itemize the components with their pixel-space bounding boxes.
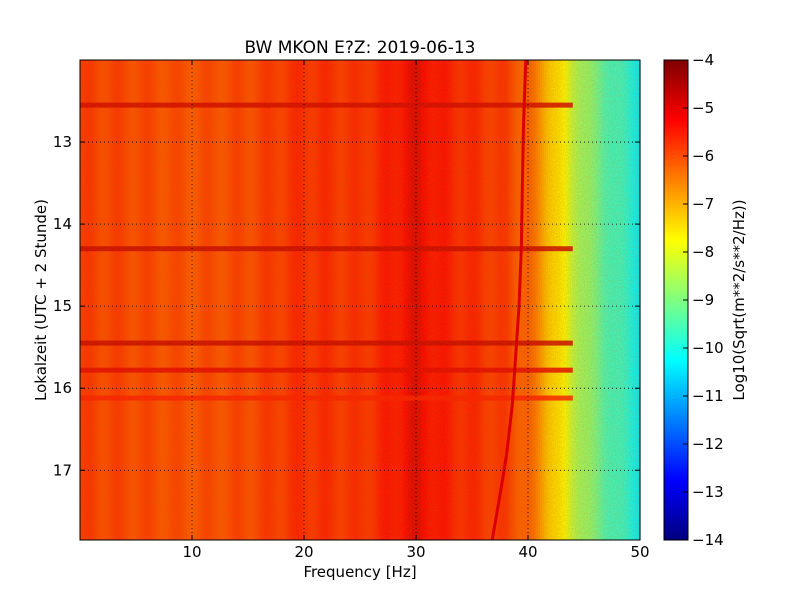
x-axis-ticks: 10 20 30 40 50 [182,60,650,561]
colorbar-tick-label: −14 [692,531,724,549]
grid-lines [80,60,640,540]
y-axis-label: Lokalzeit (UTC + 2 Stunde) [32,199,50,401]
y-tick-label: 16 [53,379,72,397]
x-tick-label: 50 [630,543,649,561]
y-tick-label: 17 [53,461,72,479]
colorbar-tick-label: −7 [692,195,714,213]
noise-texture [80,60,640,540]
colorbar-tick-label: −10 [692,339,724,357]
colorbar-tick-label: −4 [692,51,714,69]
y-tick-label: 13 [53,133,72,151]
colorbar-tick-label: −9 [692,291,714,309]
colorbar-tick-label: −11 [692,387,724,405]
colorbar-ticks: −4 −5 −6 −7 −8 −9 −10 −11 −12 −13 −14 [683,51,724,549]
x-tick-label: 10 [182,543,201,561]
peak-track [490,59,528,541]
y-tick-label: 14 [53,215,72,233]
colorbar-tick-label: −6 [692,147,714,165]
colorbar-tick-label: −8 [692,243,714,261]
x-tick-label: 20 [294,543,313,561]
colorbar-label: Log10(Sqrt(m**2/s**2/Hz)) [730,199,748,400]
colorbar-tick-label: −13 [692,483,724,501]
plot-frame [79,59,641,541]
y-tick-label: 15 [53,297,72,315]
colorbar-tick-label: −12 [692,435,724,453]
x-tick-label: 30 [406,543,425,561]
y-axis-ticks: 13 14 15 16 17 [53,133,640,479]
plot-area [79,59,641,541]
chart-title: BW MKON E?Z: 2019-06-13 [245,38,476,58]
colorbar: −4 −5 −6 −7 −8 −9 −10 −11 −12 −13 −14 [663,51,724,549]
x-axis-label: Frequency [Hz] [303,563,416,581]
x-tick-label: 40 [518,543,537,561]
colorbar-tick-label: −5 [692,99,714,117]
